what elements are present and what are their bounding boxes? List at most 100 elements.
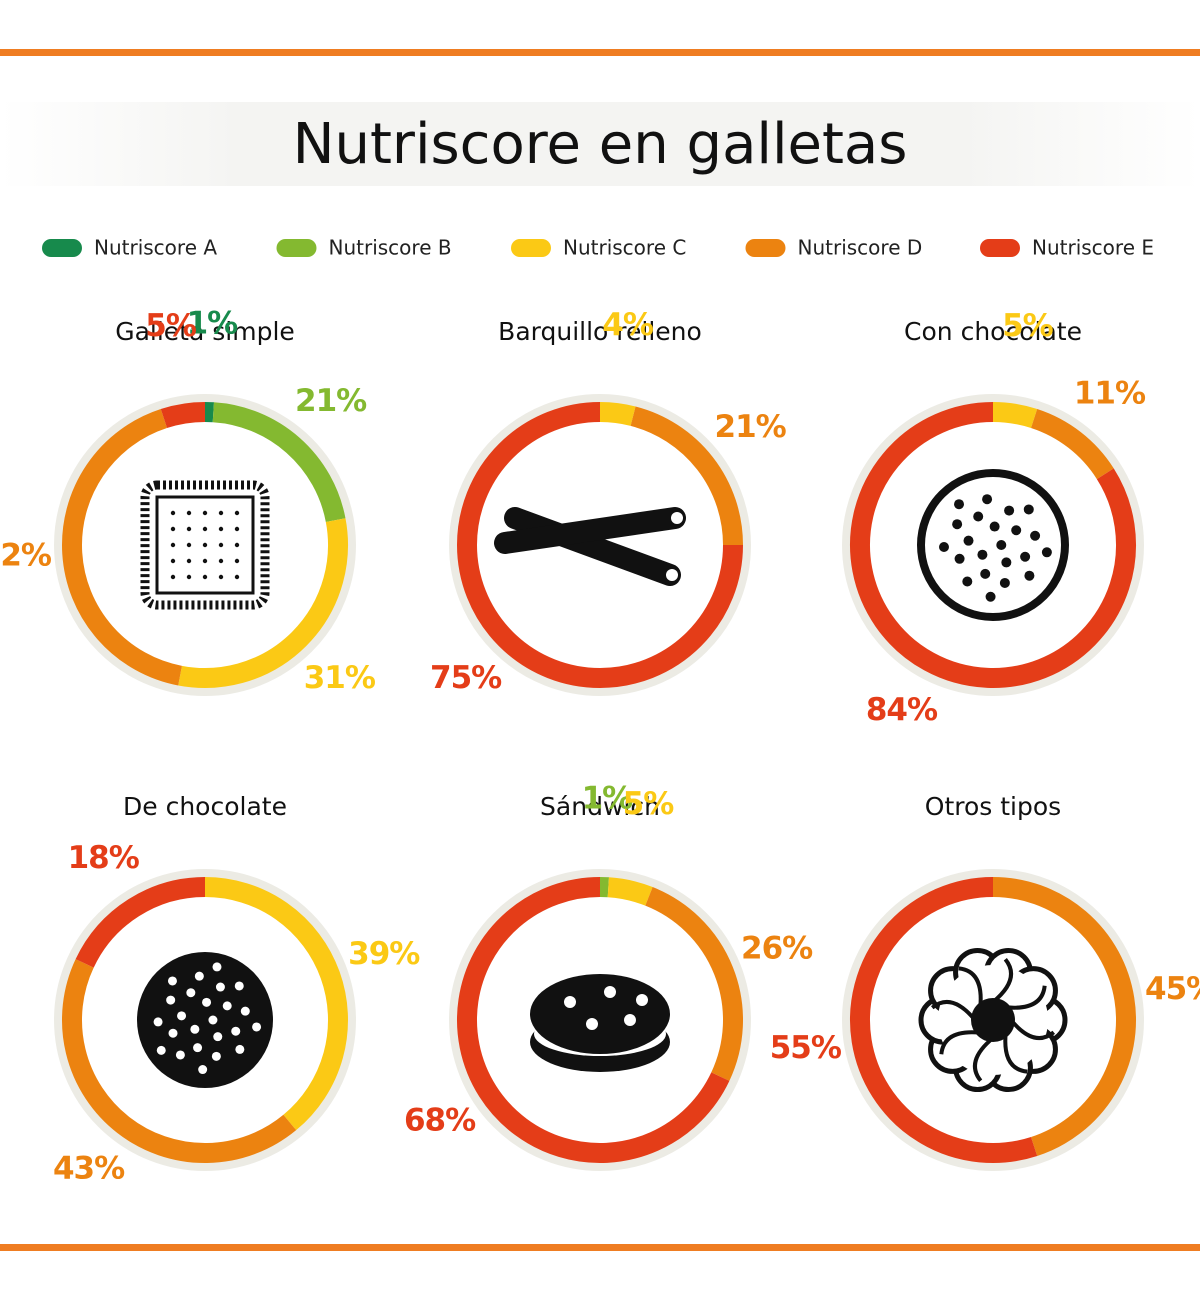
donut-segment — [630, 406, 743, 546]
icon-dot — [202, 558, 208, 564]
icon-dot — [186, 558, 192, 564]
icon-dot — [167, 976, 177, 986]
legend-swatch — [980, 239, 1020, 257]
icon-dot — [218, 574, 224, 580]
icon-shape — [494, 507, 686, 554]
icon-dot — [938, 541, 949, 552]
ring-back — [54, 869, 356, 1171]
icon-dot — [982, 494, 993, 505]
chart-title: Con chocolate — [904, 317, 1082, 346]
donut-segment — [457, 402, 743, 688]
donut-segment — [62, 959, 297, 1163]
icon-dot — [175, 1050, 185, 1060]
value-label: 31% — [304, 660, 376, 696]
icon-dot — [1023, 504, 1034, 515]
value-label: 5% — [145, 308, 197, 344]
icon-dot — [186, 526, 192, 532]
top-rule — [0, 49, 1200, 56]
icon-dot — [202, 542, 208, 548]
icon-dot — [170, 542, 176, 548]
donut-segment — [992, 402, 1038, 429]
icon-dot — [202, 526, 208, 532]
value-label: 1% — [582, 781, 634, 817]
donut-segment — [1030, 408, 1114, 480]
value-label: 1% — [187, 306, 239, 342]
icon-shape — [1003, 1032, 1028, 1074]
icon-dot — [1041, 547, 1052, 558]
value-label: 5% — [1002, 308, 1054, 344]
legend-label: Nutriscore D — [798, 236, 923, 260]
value-label: 18% — [68, 840, 140, 876]
icon-dot — [604, 986, 616, 998]
value-label: 4% — [602, 307, 654, 343]
icon-shape — [971, 998, 1015, 1042]
icon-shape — [530, 974, 670, 1054]
icon-dot — [985, 591, 996, 602]
icon — [917, 469, 1069, 621]
icon-dot — [1004, 505, 1015, 516]
icon-shape — [939, 1030, 981, 1055]
donut-segment — [62, 409, 182, 686]
icon-dot — [240, 1006, 250, 1016]
icon-dot — [215, 982, 225, 992]
icon-dot — [153, 1017, 163, 1027]
donut-segment — [160, 402, 206, 429]
donut-segment — [178, 518, 348, 688]
chart-title: Otros tipos — [925, 792, 1061, 821]
icon-dot — [954, 553, 965, 564]
icon-dot — [193, 1043, 203, 1053]
icon-dot — [973, 511, 984, 522]
value-label: 5% — [623, 786, 675, 822]
icon-dot — [202, 510, 208, 516]
icon-dot — [186, 542, 192, 548]
icon-dot — [211, 1051, 221, 1061]
icon-shape — [958, 966, 983, 1008]
legend-swatch — [42, 239, 82, 257]
icon-dot — [218, 510, 224, 516]
legend-swatch — [745, 239, 786, 257]
value-label: 42% — [0, 537, 52, 573]
icon-dot — [989, 521, 1000, 532]
icon-dot — [1030, 530, 1041, 541]
icon-dot — [234, 574, 240, 580]
value-label: 68% — [404, 1102, 476, 1138]
donut-segment — [850, 402, 1136, 688]
donut-segment — [992, 877, 1136, 1156]
chart-title: Sándwich — [540, 792, 660, 821]
value-label: 55% — [770, 1030, 842, 1066]
icon-shape — [991, 957, 1014, 1004]
chart-title: Barquillo relleno — [498, 317, 702, 346]
value-label: 45% — [1145, 971, 1200, 1007]
icon-dot — [190, 1024, 200, 1034]
icon-dot — [186, 574, 192, 580]
value-label: 21% — [295, 383, 367, 419]
icon — [918, 947, 1068, 1093]
icon-dot — [222, 1001, 232, 1011]
icon-dot — [1011, 525, 1022, 536]
icon-dot — [166, 995, 176, 1005]
icon-dot — [202, 574, 208, 580]
icon-dot — [218, 558, 224, 564]
donut-segment — [645, 887, 743, 1081]
value-label: 11% — [1074, 375, 1146, 411]
icon-dot — [977, 549, 988, 560]
icon-dot — [1020, 551, 1031, 562]
icon-dot — [952, 519, 963, 530]
icon-dot — [235, 1044, 245, 1054]
icon — [137, 952, 273, 1088]
icon-dot — [234, 558, 240, 564]
icon-dot — [234, 542, 240, 548]
icon-dot — [208, 1015, 218, 1025]
bottom-rule — [0, 1244, 1200, 1251]
icon-dot — [186, 988, 196, 998]
donut-segment — [204, 877, 348, 1131]
icon-dot — [218, 542, 224, 548]
ring-back — [842, 394, 1144, 696]
value-label: 84% — [866, 692, 938, 728]
title-band — [0, 102, 1200, 186]
icon-dot — [194, 971, 204, 981]
icon-dot — [564, 996, 576, 1008]
title: Nutriscore en galletas — [293, 112, 908, 177]
donut-segment — [457, 877, 730, 1163]
